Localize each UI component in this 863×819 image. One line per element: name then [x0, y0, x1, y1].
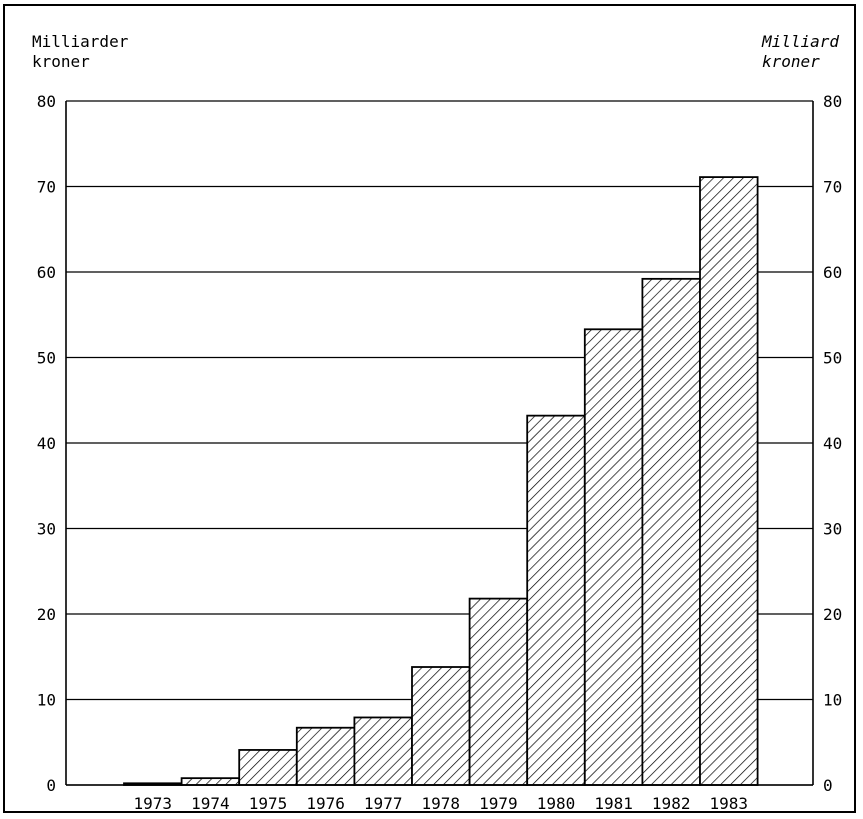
- x-tick-label-1977: 1977: [364, 794, 403, 813]
- bar-1976: [295, 726, 356, 786]
- x-tick-label-1979: 1979: [479, 794, 518, 813]
- y-axis-label-left-line1: Milliarder: [32, 32, 129, 51]
- x-tick-label-1980: 1980: [537, 794, 576, 813]
- x-tick-label-1975: 1975: [249, 794, 288, 813]
- y-tick-label-right-0: 0: [823, 776, 833, 795]
- y-tick-label-right-40: 40: [823, 434, 842, 453]
- y-tick-label-right-30: 30: [823, 520, 842, 539]
- bar-1974: [180, 777, 241, 786]
- y-tick-label-left-80: 80: [37, 92, 56, 111]
- bar-1975: [238, 749, 298, 786]
- y-axis-label-left-line2: kroner: [32, 52, 90, 71]
- x-tick-label-1981: 1981: [594, 794, 633, 813]
- y-tick-label-left-10: 10: [37, 691, 56, 710]
- axes: [65, 101, 814, 786]
- y-tick-label-left-50: 50: [37, 349, 56, 368]
- bar-1977: [353, 716, 413, 786]
- y-tick-label-right-80: 80: [823, 92, 842, 111]
- y-tick-label-left-60: 60: [37, 263, 56, 282]
- y-axis-label-right-line2: kroner: [761, 52, 820, 71]
- y-tick-label-left-20: 20: [37, 605, 56, 624]
- y-tick-label-right-10: 10: [823, 691, 842, 710]
- y-tick-label-left-40: 40: [37, 434, 56, 453]
- bar-1981: [583, 328, 644, 786]
- y-axis-label-right: Milliard kroner: [762, 32, 839, 72]
- bar-1980: [526, 414, 586, 786]
- x-tick-label-1976: 1976: [306, 794, 345, 813]
- x-tick-label-1974: 1974: [191, 794, 230, 813]
- bar-1983: [699, 176, 759, 786]
- bar-1982: [641, 277, 701, 786]
- y-tick-label-left-30: 30: [37, 520, 56, 539]
- bar-1979: [468, 597, 529, 786]
- y-axis-label-right-line1: Milliard: [761, 32, 839, 51]
- y-tick-label-left-0: 0: [46, 776, 56, 795]
- x-tick-label-1978: 1978: [422, 794, 461, 813]
- x-tick-label-1982: 1982: [652, 794, 691, 813]
- bars: [123, 176, 759, 786]
- chart-frame: [3, 4, 856, 813]
- y-tick-label-right-50: 50: [823, 349, 842, 368]
- x-tick-label-1973: 1973: [134, 794, 173, 813]
- y-tick-label-right-60: 60: [823, 263, 842, 282]
- y-tick-label-left-70: 70: [37, 178, 56, 197]
- y-tick-label-right-70: 70: [823, 178, 842, 197]
- y-axis-label-left: Milliarder kroner: [32, 32, 128, 72]
- y-tick-label-right-20: 20: [823, 605, 842, 624]
- x-tick-label-1983: 1983: [710, 794, 749, 813]
- bar-1978: [411, 666, 471, 786]
- labels: 0 0 10 10 20 20 30 30 40 40 50 50 60 60 70 70 80 80 1973 19…: [37, 92, 843, 813]
